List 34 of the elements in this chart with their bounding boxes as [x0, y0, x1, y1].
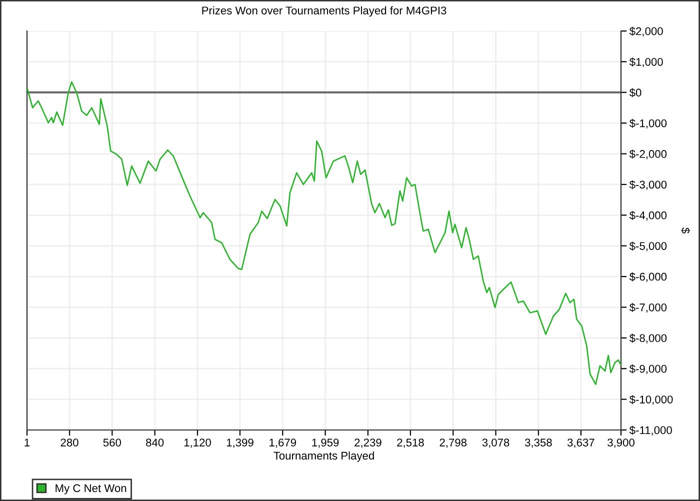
x-axis-title: Tournaments Played — [274, 451, 374, 462]
x-tick-label: 1,120 — [184, 438, 211, 448]
y-axis-title: $ — [681, 228, 690, 234]
legend-label: My C Net Won — [56, 484, 126, 494]
chart-title: Prizes Won over Tournaments Played for M4GPI3 — [202, 6, 446, 17]
line-series — [27, 81, 621, 385]
x-tick-label: 840 — [146, 438, 164, 446]
x-tick-label: 2,518 — [397, 438, 424, 448]
y-tick-label: $-2,000 — [629, 150, 667, 160]
x-tick-label: 1,679 — [270, 438, 296, 448]
x-tick-label: 3,078 — [482, 438, 510, 448]
x-tick-label: 280 — [60, 438, 78, 446]
x-tick-label: 560 — [103, 438, 121, 446]
x-tick-label: 2,239 — [354, 438, 382, 448]
x-tick-label: 3,358 — [524, 438, 552, 448]
y-tick-label: $-8,000 — [629, 334, 667, 344]
x-tick-label: 1,959 — [312, 438, 339, 448]
y-tick-label: $-1,000 — [629, 118, 667, 129]
y-tick-label: $0 — [629, 88, 642, 98]
y-tick-label: $-10,000 — [629, 395, 673, 405]
y-tick-label: $-11,000 — [629, 426, 672, 436]
x-tick-label: 2,798 — [440, 438, 467, 448]
x-tick-label: 3,900 — [608, 438, 634, 448]
x-tick-label: 3,637 — [567, 438, 594, 448]
x-tick-label: 1,399 — [226, 438, 254, 448]
y-tick-label: $-3,000 — [629, 180, 667, 190]
y-tick-label: $-6,000 — [629, 272, 667, 282]
y-tick-label: $-7,000 — [629, 303, 667, 313]
y-tick-label: $-9,000 — [629, 364, 667, 374]
y-tick-label: $-4,000 — [629, 210, 667, 221]
y-tick-label: $2,000 — [629, 26, 663, 36]
y-tick-label: $-5,000 — [629, 242, 667, 252]
x-tick-label: 1 — [24, 438, 30, 446]
y-tick-label: $1,000 — [629, 57, 663, 68]
